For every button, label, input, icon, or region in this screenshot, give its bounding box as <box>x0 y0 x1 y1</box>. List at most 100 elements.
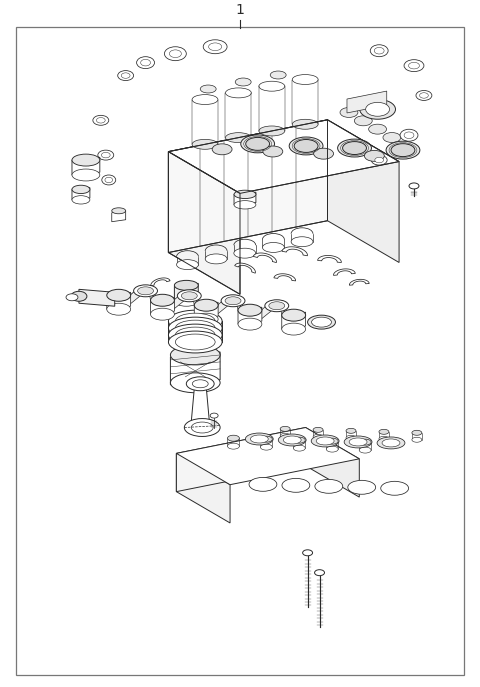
Polygon shape <box>168 120 399 193</box>
Ellipse shape <box>289 137 323 155</box>
Ellipse shape <box>225 297 241 305</box>
Ellipse shape <box>175 327 215 343</box>
Ellipse shape <box>170 373 220 393</box>
Polygon shape <box>235 263 255 273</box>
Ellipse shape <box>192 95 218 104</box>
Ellipse shape <box>283 436 301 444</box>
Ellipse shape <box>209 43 222 51</box>
Ellipse shape <box>221 295 245 306</box>
Ellipse shape <box>383 133 401 142</box>
Polygon shape <box>234 192 256 205</box>
Polygon shape <box>281 302 286 325</box>
Polygon shape <box>129 289 148 300</box>
Ellipse shape <box>409 183 419 189</box>
Ellipse shape <box>354 116 372 126</box>
Ellipse shape <box>234 248 256 258</box>
Ellipse shape <box>138 287 154 295</box>
Ellipse shape <box>175 313 215 329</box>
Ellipse shape <box>181 292 197 300</box>
Ellipse shape <box>238 304 262 316</box>
Polygon shape <box>306 427 360 497</box>
Ellipse shape <box>107 289 131 302</box>
Ellipse shape <box>168 331 222 353</box>
Ellipse shape <box>412 437 422 442</box>
Ellipse shape <box>343 142 366 155</box>
Polygon shape <box>237 297 242 320</box>
Ellipse shape <box>234 201 256 209</box>
Ellipse shape <box>346 428 356 433</box>
Ellipse shape <box>379 436 389 441</box>
Ellipse shape <box>381 482 408 495</box>
Ellipse shape <box>107 303 131 315</box>
Ellipse shape <box>184 418 220 436</box>
Ellipse shape <box>186 376 214 391</box>
Polygon shape <box>176 427 360 485</box>
Ellipse shape <box>72 196 90 204</box>
Ellipse shape <box>102 175 116 185</box>
Ellipse shape <box>292 120 318 129</box>
Ellipse shape <box>282 323 306 335</box>
Ellipse shape <box>348 480 376 494</box>
Ellipse shape <box>194 313 218 325</box>
Polygon shape <box>72 188 90 200</box>
Ellipse shape <box>245 433 273 445</box>
Ellipse shape <box>374 47 384 54</box>
Polygon shape <box>193 292 198 315</box>
Polygon shape <box>79 289 115 306</box>
Ellipse shape <box>302 550 312 556</box>
Ellipse shape <box>98 150 114 160</box>
Ellipse shape <box>377 437 405 449</box>
Polygon shape <box>168 152 240 294</box>
Ellipse shape <box>170 345 220 365</box>
Ellipse shape <box>416 91 432 100</box>
Ellipse shape <box>226 88 252 98</box>
Ellipse shape <box>234 190 256 199</box>
Ellipse shape <box>312 317 332 327</box>
Ellipse shape <box>259 81 285 91</box>
Ellipse shape <box>259 126 285 136</box>
Ellipse shape <box>228 436 240 441</box>
Ellipse shape <box>151 294 174 306</box>
Ellipse shape <box>412 430 422 436</box>
Ellipse shape <box>210 413 218 418</box>
Ellipse shape <box>200 85 216 93</box>
Ellipse shape <box>165 47 186 60</box>
Polygon shape <box>347 91 387 113</box>
Ellipse shape <box>382 439 400 447</box>
Ellipse shape <box>369 124 386 134</box>
Ellipse shape <box>101 153 110 158</box>
Ellipse shape <box>168 311 222 332</box>
Ellipse shape <box>192 422 213 433</box>
Ellipse shape <box>326 438 338 444</box>
Ellipse shape <box>151 308 174 320</box>
Ellipse shape <box>379 429 389 434</box>
Polygon shape <box>170 292 185 311</box>
Ellipse shape <box>141 59 150 66</box>
Ellipse shape <box>228 443 240 449</box>
Polygon shape <box>214 297 229 315</box>
Text: 1: 1 <box>236 3 244 17</box>
Ellipse shape <box>72 169 100 181</box>
Polygon shape <box>349 280 369 285</box>
Ellipse shape <box>269 302 285 310</box>
Polygon shape <box>170 352 220 385</box>
Polygon shape <box>186 387 214 425</box>
Ellipse shape <box>137 57 155 69</box>
Ellipse shape <box>246 137 270 150</box>
Polygon shape <box>127 287 142 305</box>
Ellipse shape <box>249 477 277 491</box>
Ellipse shape <box>420 93 428 98</box>
Polygon shape <box>112 211 126 222</box>
Ellipse shape <box>238 318 262 330</box>
Polygon shape <box>174 283 198 302</box>
Ellipse shape <box>93 115 109 125</box>
Ellipse shape <box>313 148 334 159</box>
Ellipse shape <box>261 444 272 450</box>
Ellipse shape <box>366 102 390 116</box>
Ellipse shape <box>282 478 310 493</box>
Ellipse shape <box>72 154 100 166</box>
Ellipse shape <box>346 436 356 440</box>
Ellipse shape <box>263 146 283 157</box>
Ellipse shape <box>205 254 227 264</box>
Ellipse shape <box>178 290 201 302</box>
